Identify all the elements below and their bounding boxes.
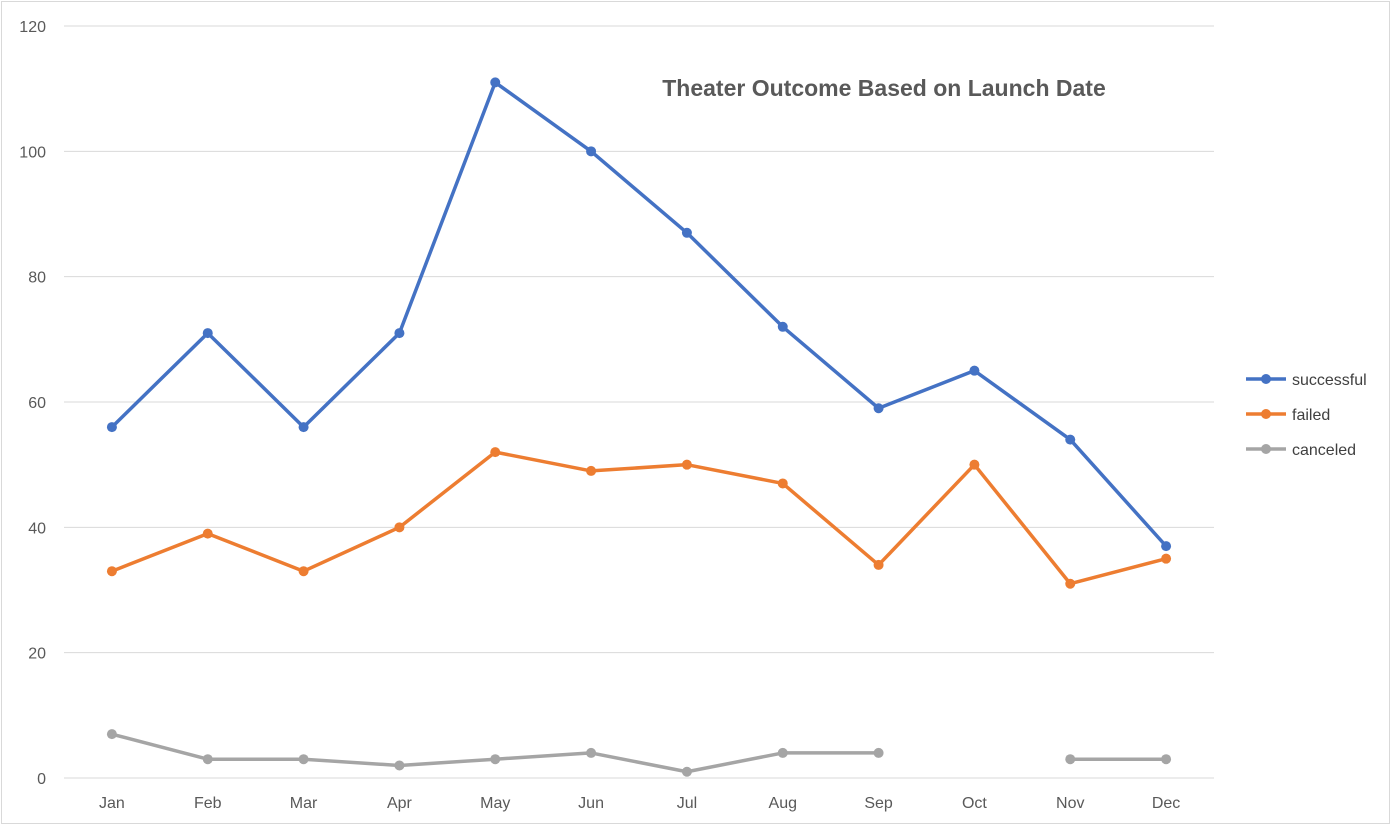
y-tick-label: 20	[28, 646, 46, 663]
data-point-failed-apr	[394, 522, 405, 533]
legend-marker-failed	[1261, 409, 1271, 419]
x-tick-label-oct: Oct	[962, 795, 987, 812]
y-tick-label: 0	[37, 771, 46, 788]
legend: successful failed canceled	[1246, 372, 1367, 459]
data-point-canceled-may	[490, 754, 501, 765]
data-point-canceled-nov	[1065, 754, 1076, 765]
chart-title: Theater Outcome Based on Launch Date	[662, 75, 1105, 101]
data-point-failed-jul	[681, 459, 692, 470]
data-point-failed-sep	[873, 559, 884, 570]
x-tick-label-aug: Aug	[769, 795, 797, 812]
y-tick-label: 100	[19, 144, 46, 161]
data-point-successful-jun	[586, 146, 597, 157]
data-point-canceled-apr	[394, 760, 405, 771]
data-point-canceled-jul	[681, 766, 692, 777]
x-tick-label-may: May	[480, 795, 510, 812]
x-tick-label-nov: Nov	[1056, 795, 1084, 812]
data-point-failed-nov	[1065, 578, 1076, 589]
data-point-failed-feb	[202, 528, 213, 539]
gridlines	[64, 25, 1214, 779]
data-point-failed-dec	[1161, 553, 1172, 564]
data-point-successful-aug	[777, 321, 788, 332]
x-tick-label-apr: Apr	[387, 795, 413, 812]
data-point-failed-jun	[586, 465, 597, 476]
data-point-failed-may	[490, 447, 501, 458]
legend-label-canceled: canceled	[1292, 442, 1356, 459]
x-tick-label-sep: Sep	[864, 795, 893, 812]
legend-label-successful: successful	[1292, 372, 1367, 389]
data-point-failed-jan	[106, 566, 117, 577]
x-tick-label-jul: Jul	[677, 795, 697, 812]
data-point-successful-nov	[1065, 434, 1076, 445]
y-axis-tick-labels: 0 20 40 60 80 100 120	[19, 19, 46, 788]
x-tick-label-jun: Jun	[578, 795, 604, 812]
y-tick-label: 60	[28, 395, 46, 412]
data-point-failed-aug	[777, 478, 788, 489]
y-tick-label: 120	[19, 19, 46, 36]
series-lines	[110, 80, 1168, 774]
x-tick-label-dec: Dec	[1152, 795, 1180, 812]
x-tick-label-feb: Feb	[194, 795, 222, 812]
data-point-successful-sep	[873, 403, 884, 414]
legend-marker-successful	[1261, 374, 1271, 384]
data-point-successful-jul	[681, 227, 692, 238]
data-point-successful-may	[490, 77, 501, 88]
legend-label-failed: failed	[1292, 407, 1330, 424]
data-point-successful-jan	[106, 422, 117, 433]
series-line-failed	[110, 450, 1168, 586]
data-point-canceled-aug	[777, 747, 788, 758]
data-point-successful-dec	[1161, 541, 1172, 552]
data-point-failed-oct	[969, 459, 980, 470]
data-point-canceled-jan	[106, 729, 117, 740]
series-points	[106, 77, 1172, 777]
data-point-successful-mar	[298, 422, 309, 433]
series-line-canceled	[110, 732, 881, 774]
x-tick-label-jan: Jan	[99, 795, 125, 812]
data-point-successful-feb	[202, 328, 213, 339]
data-point-canceled-feb	[202, 754, 213, 765]
y-tick-label: 80	[28, 270, 46, 287]
data-point-successful-apr	[394, 328, 405, 339]
x-axis-tick-labels: Jan Feb Mar Apr May Jun Jul Aug Sep Oct Nov Dec	[99, 795, 1180, 812]
data-point-canceled-dec	[1161, 754, 1172, 765]
data-point-canceled-jun	[586, 747, 597, 758]
data-point-successful-oct	[969, 365, 980, 376]
series-line-successful	[110, 80, 1168, 548]
data-point-canceled-mar	[298, 754, 309, 765]
legend-marker-canceled	[1261, 444, 1271, 454]
data-point-failed-mar	[298, 566, 309, 577]
data-point-canceled-sep	[873, 747, 884, 758]
x-tick-label-mar: Mar	[290, 795, 318, 812]
y-tick-label: 40	[28, 520, 46, 537]
